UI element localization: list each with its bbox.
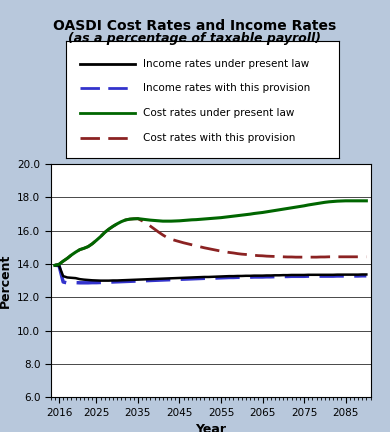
Text: Cost rates under present law: Cost rates under present law — [143, 108, 294, 118]
Text: Income rates under present law: Income rates under present law — [143, 59, 309, 70]
Text: Cost rates with this provision: Cost rates with this provision — [143, 133, 295, 143]
Text: Income rates with this provision: Income rates with this provision — [143, 83, 310, 93]
X-axis label: Year: Year — [195, 423, 226, 432]
Y-axis label: Percent: Percent — [0, 254, 12, 308]
Text: (as a percentage of taxable payroll): (as a percentage of taxable payroll) — [69, 32, 321, 45]
Text: OASDI Cost Rates and Income Rates: OASDI Cost Rates and Income Rates — [53, 19, 337, 33]
